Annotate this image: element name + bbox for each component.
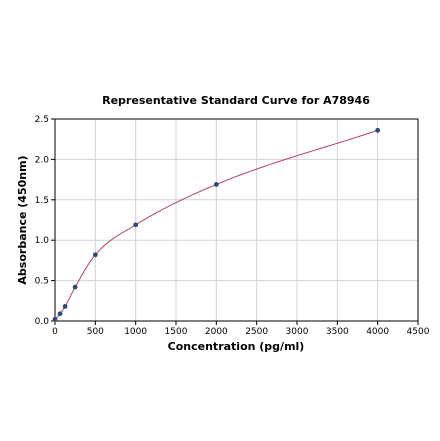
x-axis-label: Concentration (pg/ml) [168,340,305,353]
y-tick-label: 0.5 [35,277,49,287]
x-tick-label: 500 [87,327,104,337]
x-tick-label: 2000 [205,327,228,337]
data-point [62,304,68,309]
y-tick-label: 2.5 [35,115,49,125]
data-point [57,311,63,317]
x-tick-label: 3000 [286,327,309,337]
y-axis-label: Absorbance (450nm) [16,155,29,284]
data-point [133,222,139,228]
data-point [213,182,219,187]
data-points [52,127,381,322]
data-point [52,316,58,322]
plot-frame [54,118,419,322]
y-tick-label: 2.0 [35,155,50,165]
data-point [92,252,98,258]
x-tick-label: 1500 [165,327,188,337]
y-axis-ticks: 0.0 0.5 1.0 1.5 2.0 2.5 [35,115,55,327]
x-tick-label: 1000 [124,327,147,337]
x-tick-label: 2500 [245,327,268,337]
x-tick-label: 3500 [326,327,349,337]
data-point [72,284,78,290]
chart-title: Representative Standard Curve for A78946 [102,94,370,107]
x-axis-ticks: 0 500 1000 1500 2000 2500 3000 3500 4000 4500 [52,321,430,337]
grid-lines [54,118,419,322]
x-tick-label: 4000 [366,327,389,337]
y-tick-label: 1.5 [35,196,49,206]
y-tick-label: 1.0 [35,236,50,246]
data-point [375,127,381,133]
x-tick-label: 0 [52,327,58,337]
y-tick-label: 0.0 [35,317,50,327]
x-tick-label: 4500 [407,327,430,337]
